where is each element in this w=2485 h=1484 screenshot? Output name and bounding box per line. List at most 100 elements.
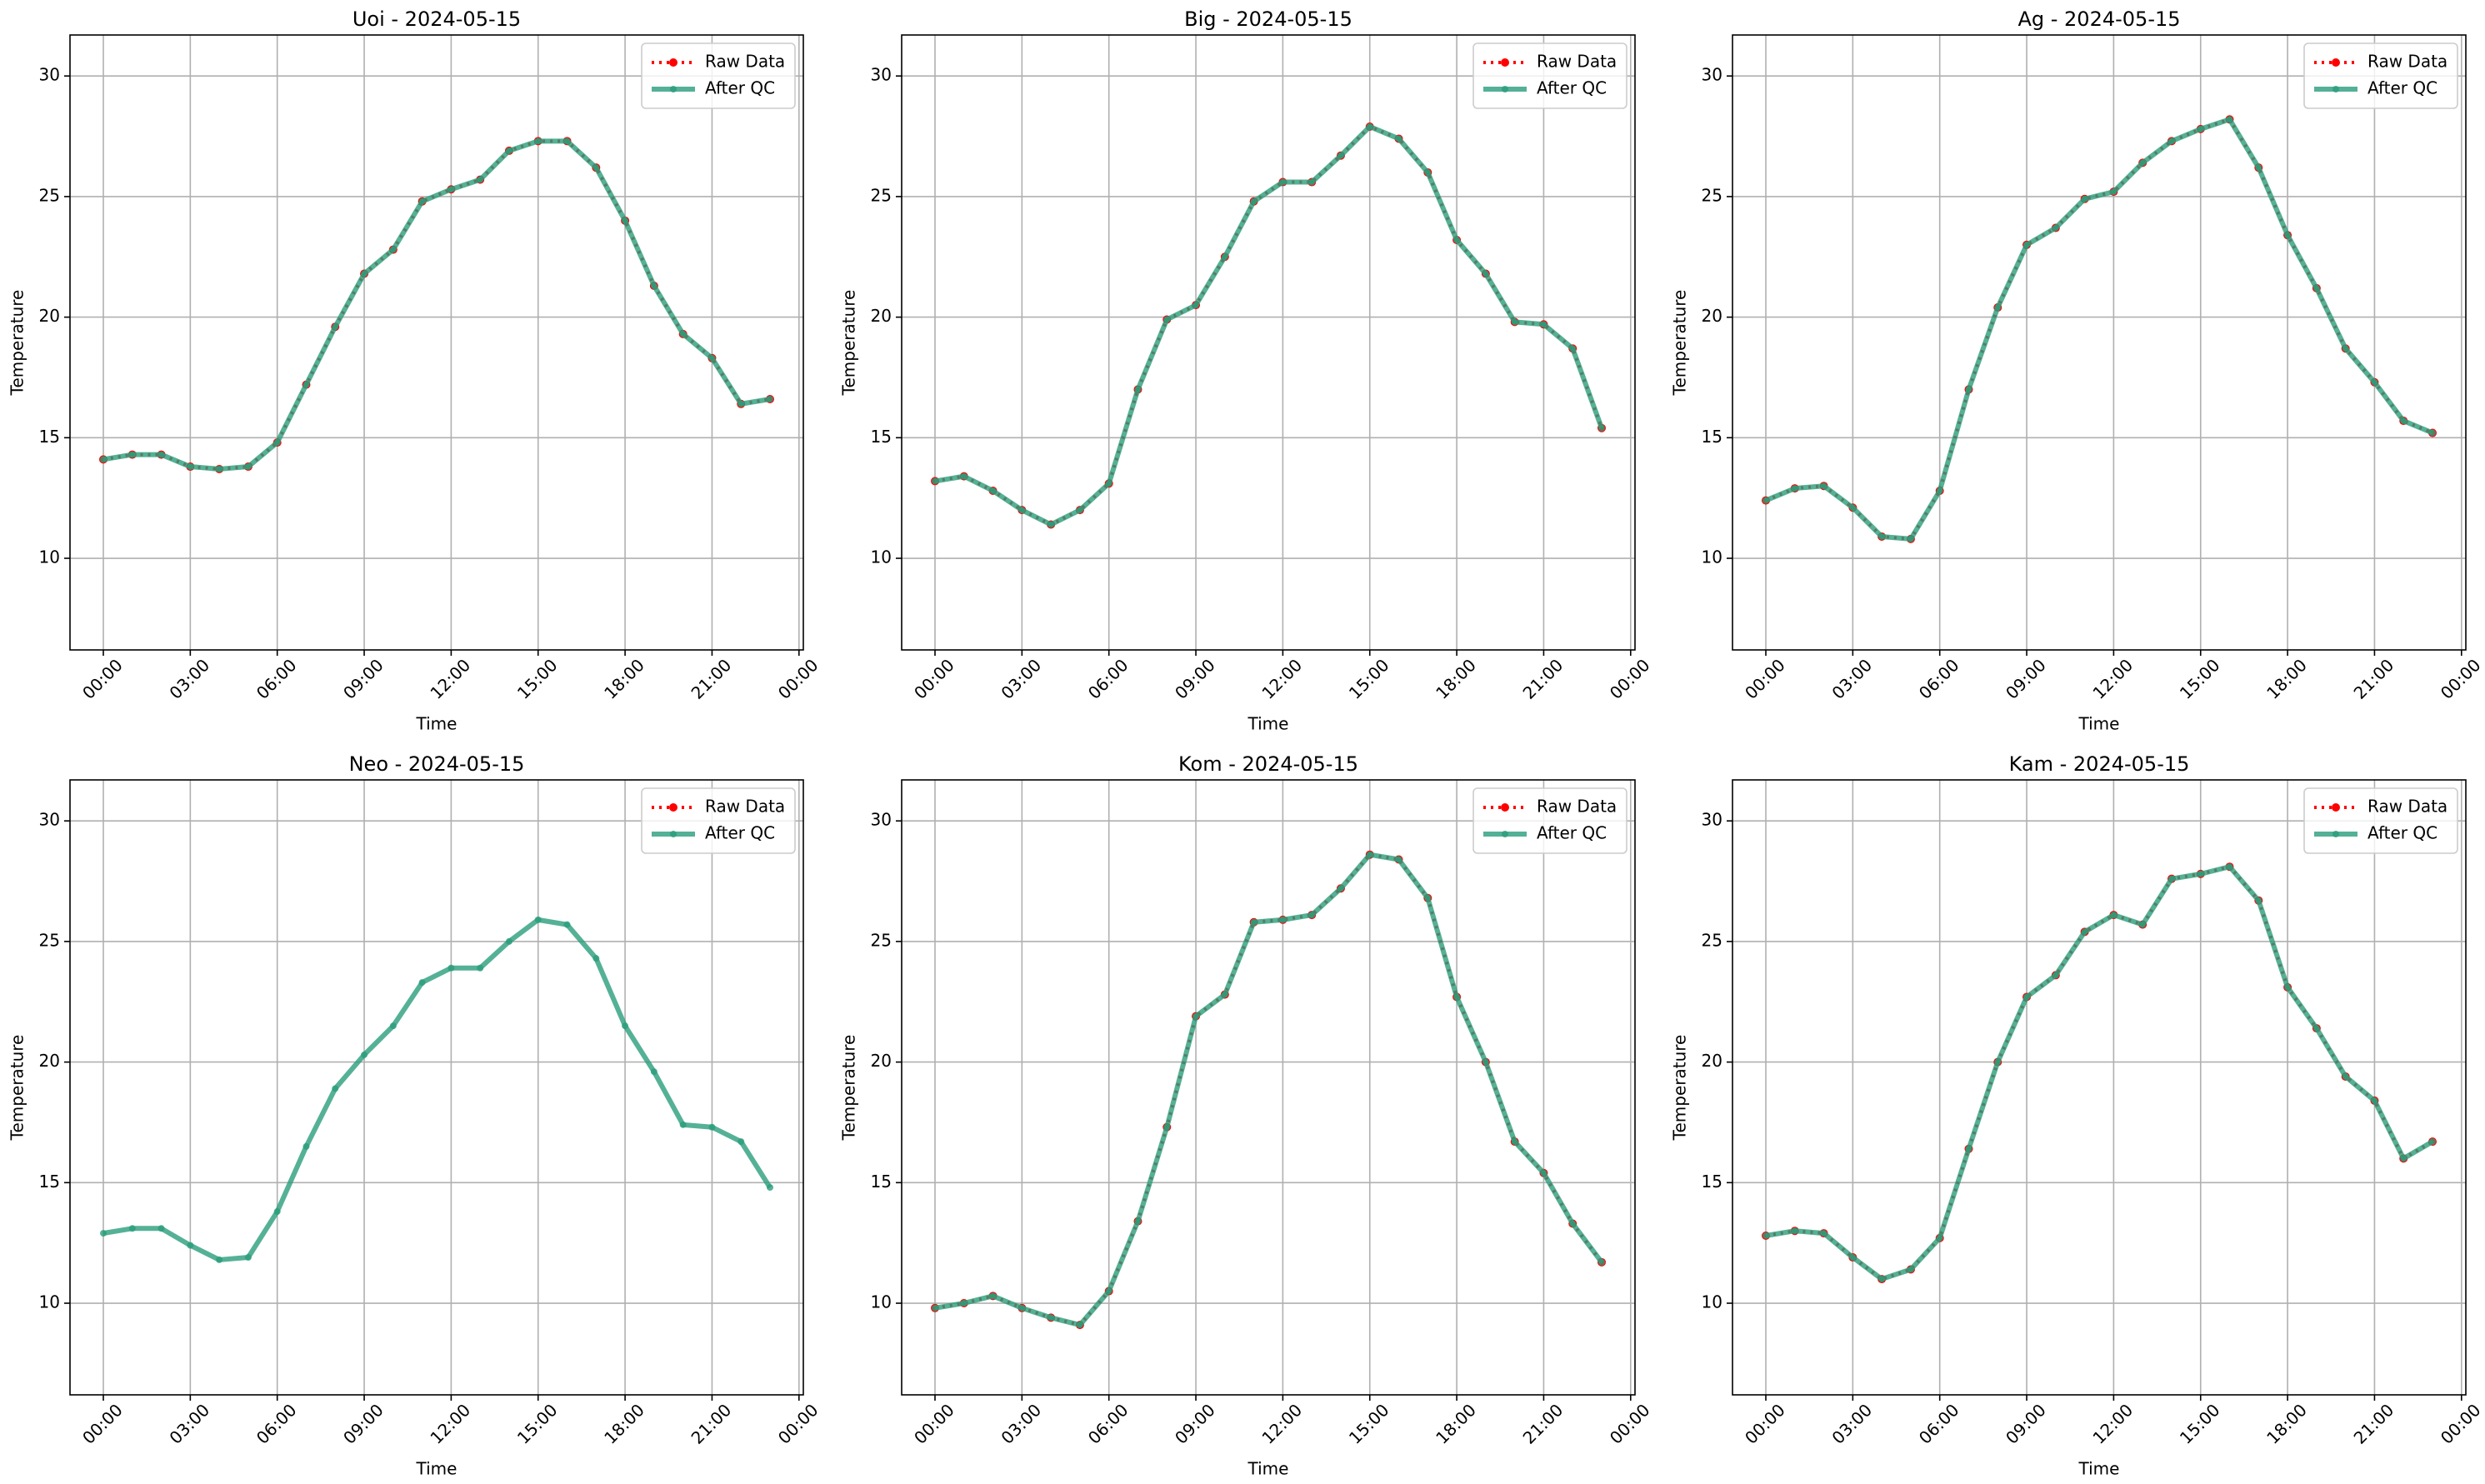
x-tick-label: 00:00 [1741,655,1789,703]
y-tick-label: 10 [1702,1292,1722,1312]
x-tick-label: 21:00 [2350,655,2398,703]
data-point [1163,1123,1171,1131]
data-point [1598,1258,1605,1266]
legend: Raw Data After QC [1472,787,1628,854]
legend-marker [1502,86,1508,92]
legend: Raw Data After QC [641,42,796,109]
axes-frame [69,34,804,651]
x-tick-label: 21:00 [688,1400,736,1448]
legend: Raw Data After QC [2303,42,2458,109]
series-line [1765,865,2434,1282]
y-tick-label: 30 [1702,65,1722,85]
legend-box [641,787,796,854]
x-tick-label: 09:00 [339,655,388,703]
chart-title: Kom - 2024-05-15 [1178,752,1358,776]
data-point [2226,116,2233,123]
data-point [2400,417,2408,425]
y-tick-label: 15 [871,1172,892,1192]
data-point [1791,485,1798,492]
y-axis-label: Temperature [839,1035,859,1142]
subplot: 10 15 20 25 30 00:00 03:00 06:00 09:00 12:00 15:00… [839,7,1654,734]
data-point [592,164,600,172]
data-point [1569,345,1577,352]
data-point [2110,188,2118,196]
axes-frame [901,34,1636,651]
x-tick-label: 03:00 [1828,655,1876,703]
y-tick-label: 10 [871,1292,892,1312]
x-tick-label: 15:00 [2176,1400,2224,1448]
x-tick-label: 00:00 [1606,655,1654,703]
data-point [2342,345,2349,352]
x-tick-label: 18:00 [600,655,648,703]
x-tick-label: 09:00 [1171,655,1219,703]
data-point [1907,535,1914,542]
data-point [563,137,571,145]
data-point [1048,1314,1055,1322]
data-point [1250,918,1258,926]
y-tick-label: 20 [1702,1051,1722,1071]
data-point [1250,197,1258,205]
legend-label: After QC [2368,78,2438,98]
data-point [2429,429,2436,437]
data-point [2371,378,2378,386]
data-point [2052,224,2059,232]
x-axis-label: Time [416,1459,458,1479]
chart-title: Uoi - 2024-05-15 [352,7,521,31]
subplot: 10 15 20 25 30 00:00 03:00 06:00 09:00 12:00 15:00… [8,7,822,734]
data-point [389,1022,397,1030]
legend: Raw Data After QC [641,787,796,854]
plot-area [100,916,773,1263]
series-line [934,124,1603,527]
y-tick-label: 10 [871,547,892,567]
data-point [1366,851,1373,858]
data-point [1965,1145,1972,1152]
data-point [1762,497,1769,504]
data-point [100,456,107,463]
legend-label: Raw Data [1537,797,1617,817]
data-point [960,1300,968,1307]
x-axis-label: Time [416,714,458,734]
subplot: 10 15 20 25 30 00:00 03:00 06:00 09:00 12:00 15:00… [1670,7,2485,734]
legend-marker [670,831,677,837]
data-point [332,323,339,331]
y-axis-label: Temperature [839,290,859,397]
data-point [158,1225,165,1232]
data-point [622,217,629,224]
legend-label: Raw Data [705,52,785,72]
data-point [389,246,397,253]
data-point [1395,135,1402,142]
data-point [932,1304,938,1312]
data-point [1424,168,1432,176]
x-tick-label: 00:00 [910,655,958,703]
data-point [738,1138,745,1146]
data-point [2197,870,2204,877]
data-point [1482,1058,1489,1066]
x-tick-label: 12:00 [2088,1400,2137,1448]
plot-area [99,137,774,473]
x-tick-label: 06:00 [252,655,301,703]
series-line [934,852,1604,1328]
data-point [767,396,773,403]
data-point [1366,122,1373,130]
data-point [2284,983,2292,991]
data-point [1076,507,1083,514]
x-axis-label: Time [1248,714,1289,734]
data-point [960,472,968,480]
x-tick-label: 12:00 [1258,1400,1306,1448]
data-point [2284,232,2292,239]
data-point [1424,894,1432,902]
legend-label: Raw Data [705,797,785,817]
legend-marker [2332,86,2339,92]
data-point [679,1121,687,1128]
y-axis-label: Temperature [8,290,28,397]
data-point [158,451,165,458]
data-point [361,270,368,277]
series-line [1765,864,2434,1282]
data-point [708,1123,716,1131]
series-line [934,123,1604,527]
legend-marker [670,86,677,92]
data-point [1192,1012,1200,1020]
data-point [1134,1217,1142,1225]
y-tick-label: 10 [39,1292,60,1312]
y-tick-label: 10 [39,547,60,567]
